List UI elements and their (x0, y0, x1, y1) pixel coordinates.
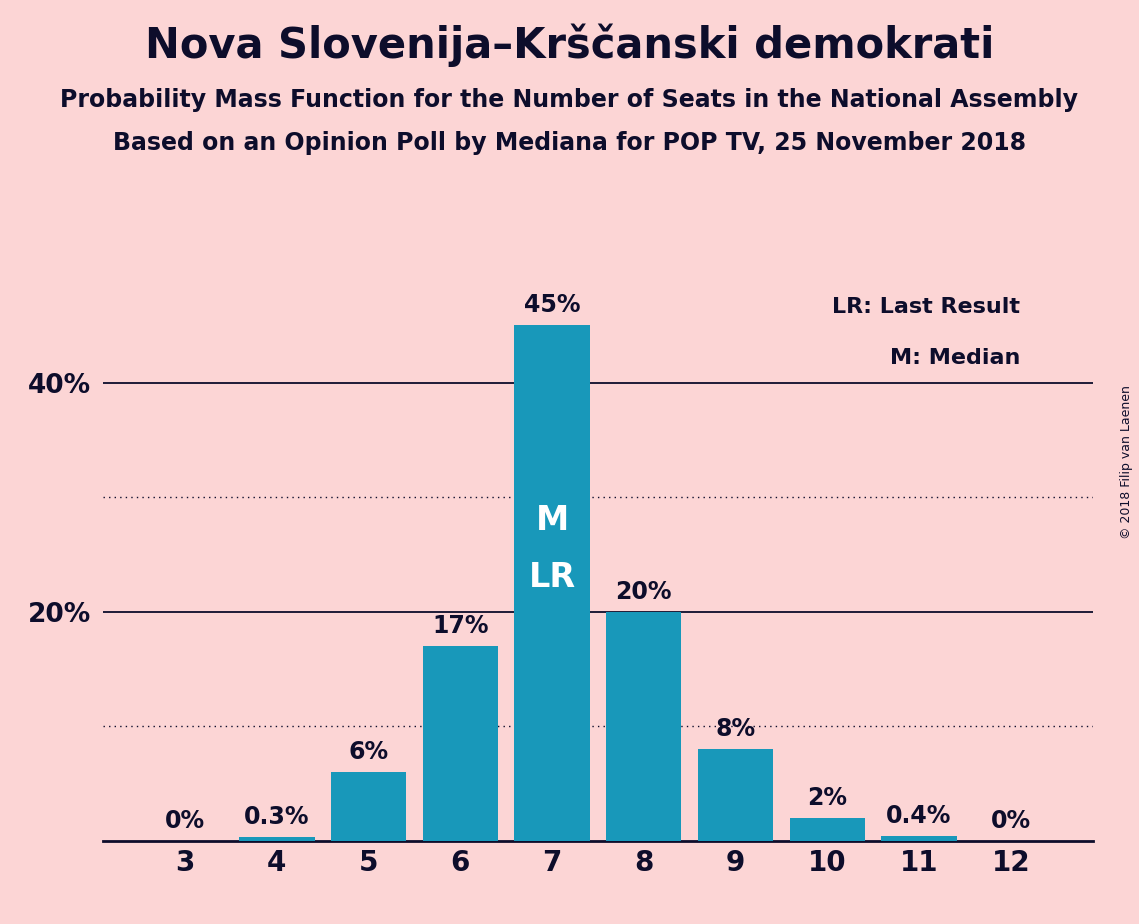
Bar (515, 325, 590, 841)
Bar (698, 749, 773, 841)
Text: © 2018 Filip van Laenen: © 2018 Filip van Laenen (1121, 385, 1133, 539)
Text: 6%: 6% (349, 740, 388, 764)
Bar (239, 837, 314, 841)
Text: 2%: 2% (808, 786, 847, 810)
Text: M: M (535, 504, 568, 537)
Text: Based on an Opinion Poll by Mediana for POP TV, 25 November 2018: Based on an Opinion Poll by Mediana for … (113, 131, 1026, 155)
Text: LR: Last Result: LR: Last Result (831, 297, 1019, 317)
Text: 0.4%: 0.4% (886, 804, 952, 828)
Text: Probability Mass Function for the Number of Seats in the National Assembly: Probability Mass Function for the Number… (60, 88, 1079, 112)
Text: 45%: 45% (524, 293, 581, 317)
Text: M: Median: M: Median (890, 348, 1019, 368)
Text: Nova Slovenija–Krščanski demokrati: Nova Slovenija–Krščanski demokrati (145, 23, 994, 67)
Bar (882, 836, 957, 841)
Text: LR: LR (528, 561, 575, 594)
Text: 0%: 0% (165, 808, 205, 833)
Text: 20%: 20% (615, 579, 672, 603)
Text: 8%: 8% (715, 717, 755, 741)
Bar (789, 818, 865, 841)
Bar (331, 772, 407, 841)
Text: 0.3%: 0.3% (244, 806, 310, 830)
Bar (423, 646, 498, 841)
Text: 17%: 17% (432, 614, 489, 638)
Bar (606, 612, 681, 841)
Text: 0%: 0% (991, 808, 1031, 833)
